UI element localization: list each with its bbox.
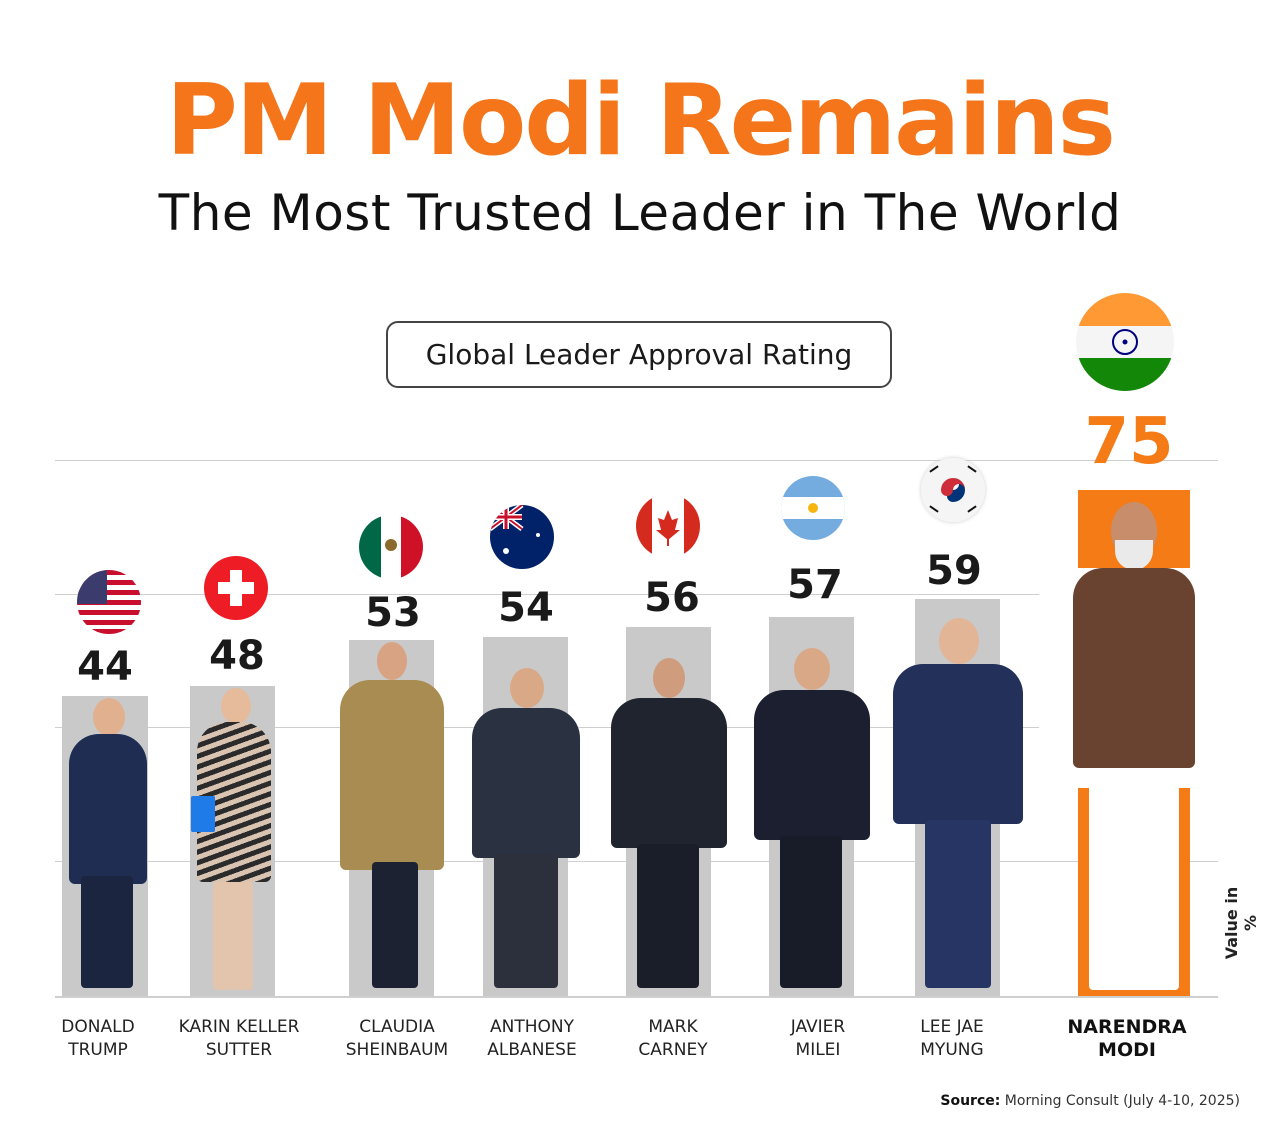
person-photo xyxy=(190,686,275,996)
canada-flag-icon xyxy=(636,494,700,558)
person-photo xyxy=(466,666,586,996)
bar-albanese xyxy=(471,637,580,996)
argentina-flag-icon xyxy=(781,476,845,540)
value-label: 57 xyxy=(787,562,843,608)
leader-name: KARIN KELLER SUTTER xyxy=(178,1017,300,1060)
person-photo xyxy=(65,696,147,996)
value-label: 48 xyxy=(209,633,265,679)
gridline xyxy=(55,460,1218,461)
bar-keller-sutter xyxy=(190,686,275,996)
value-label: 53 xyxy=(365,590,421,636)
us-flag-icon xyxy=(77,570,141,634)
leader-name: CLAUDIA SHEINBAUM xyxy=(345,1017,449,1060)
mexico-flag-icon xyxy=(359,515,423,579)
bar-trump xyxy=(62,696,148,996)
y-axis-label: Value in % xyxy=(1222,886,1260,960)
person-photo xyxy=(750,646,874,996)
person-photo xyxy=(889,616,1027,996)
value-label: 54 xyxy=(498,585,554,631)
gridline xyxy=(55,594,1218,595)
bar-sheinbaum xyxy=(339,640,444,996)
headline: PM Modi Remains xyxy=(165,64,1116,178)
bar-modi xyxy=(1039,490,1229,996)
chart-title: Global Leader Approval Rating xyxy=(425,338,853,371)
source-label: Source: xyxy=(940,1093,1001,1109)
leader-name: ANTHONY ALBANESE xyxy=(487,1017,577,1060)
leader-name: NARENDRA MODI xyxy=(1067,1016,1187,1061)
south-korea-flag-icon xyxy=(921,458,985,522)
leader-name: LEE JAE MYUNG xyxy=(920,1017,984,1060)
australia-flag-icon xyxy=(490,505,554,569)
bar-lee xyxy=(892,599,1023,996)
person-photo xyxy=(1039,496,1229,996)
person-photo xyxy=(332,640,452,996)
subheadline: The Most Trusted Leader in The World xyxy=(158,184,1122,242)
person-photo xyxy=(607,656,731,996)
swiss-flag-icon xyxy=(204,556,268,620)
source-note: Source: Morning Consult (July 4-10, 2025… xyxy=(940,1093,1240,1109)
value-label: 59 xyxy=(926,548,982,594)
india-flag-icon xyxy=(1076,293,1174,391)
source-text: Morning Consult (July 4-10, 2025) xyxy=(1004,1093,1240,1109)
chart-title-box: Global Leader Approval Rating xyxy=(386,321,892,388)
leader-name: JAVIER MILEI xyxy=(790,1017,846,1060)
bar-carney xyxy=(610,627,727,996)
value-label: 56 xyxy=(644,575,700,621)
leader-name: MARK CARNEY xyxy=(638,1017,708,1060)
bar-milei xyxy=(753,617,870,996)
value-label: 75 xyxy=(1084,405,1174,479)
value-label: 44 xyxy=(77,644,133,690)
leader-name: DONALD TRUMP xyxy=(61,1017,135,1060)
baseline xyxy=(55,996,1218,998)
